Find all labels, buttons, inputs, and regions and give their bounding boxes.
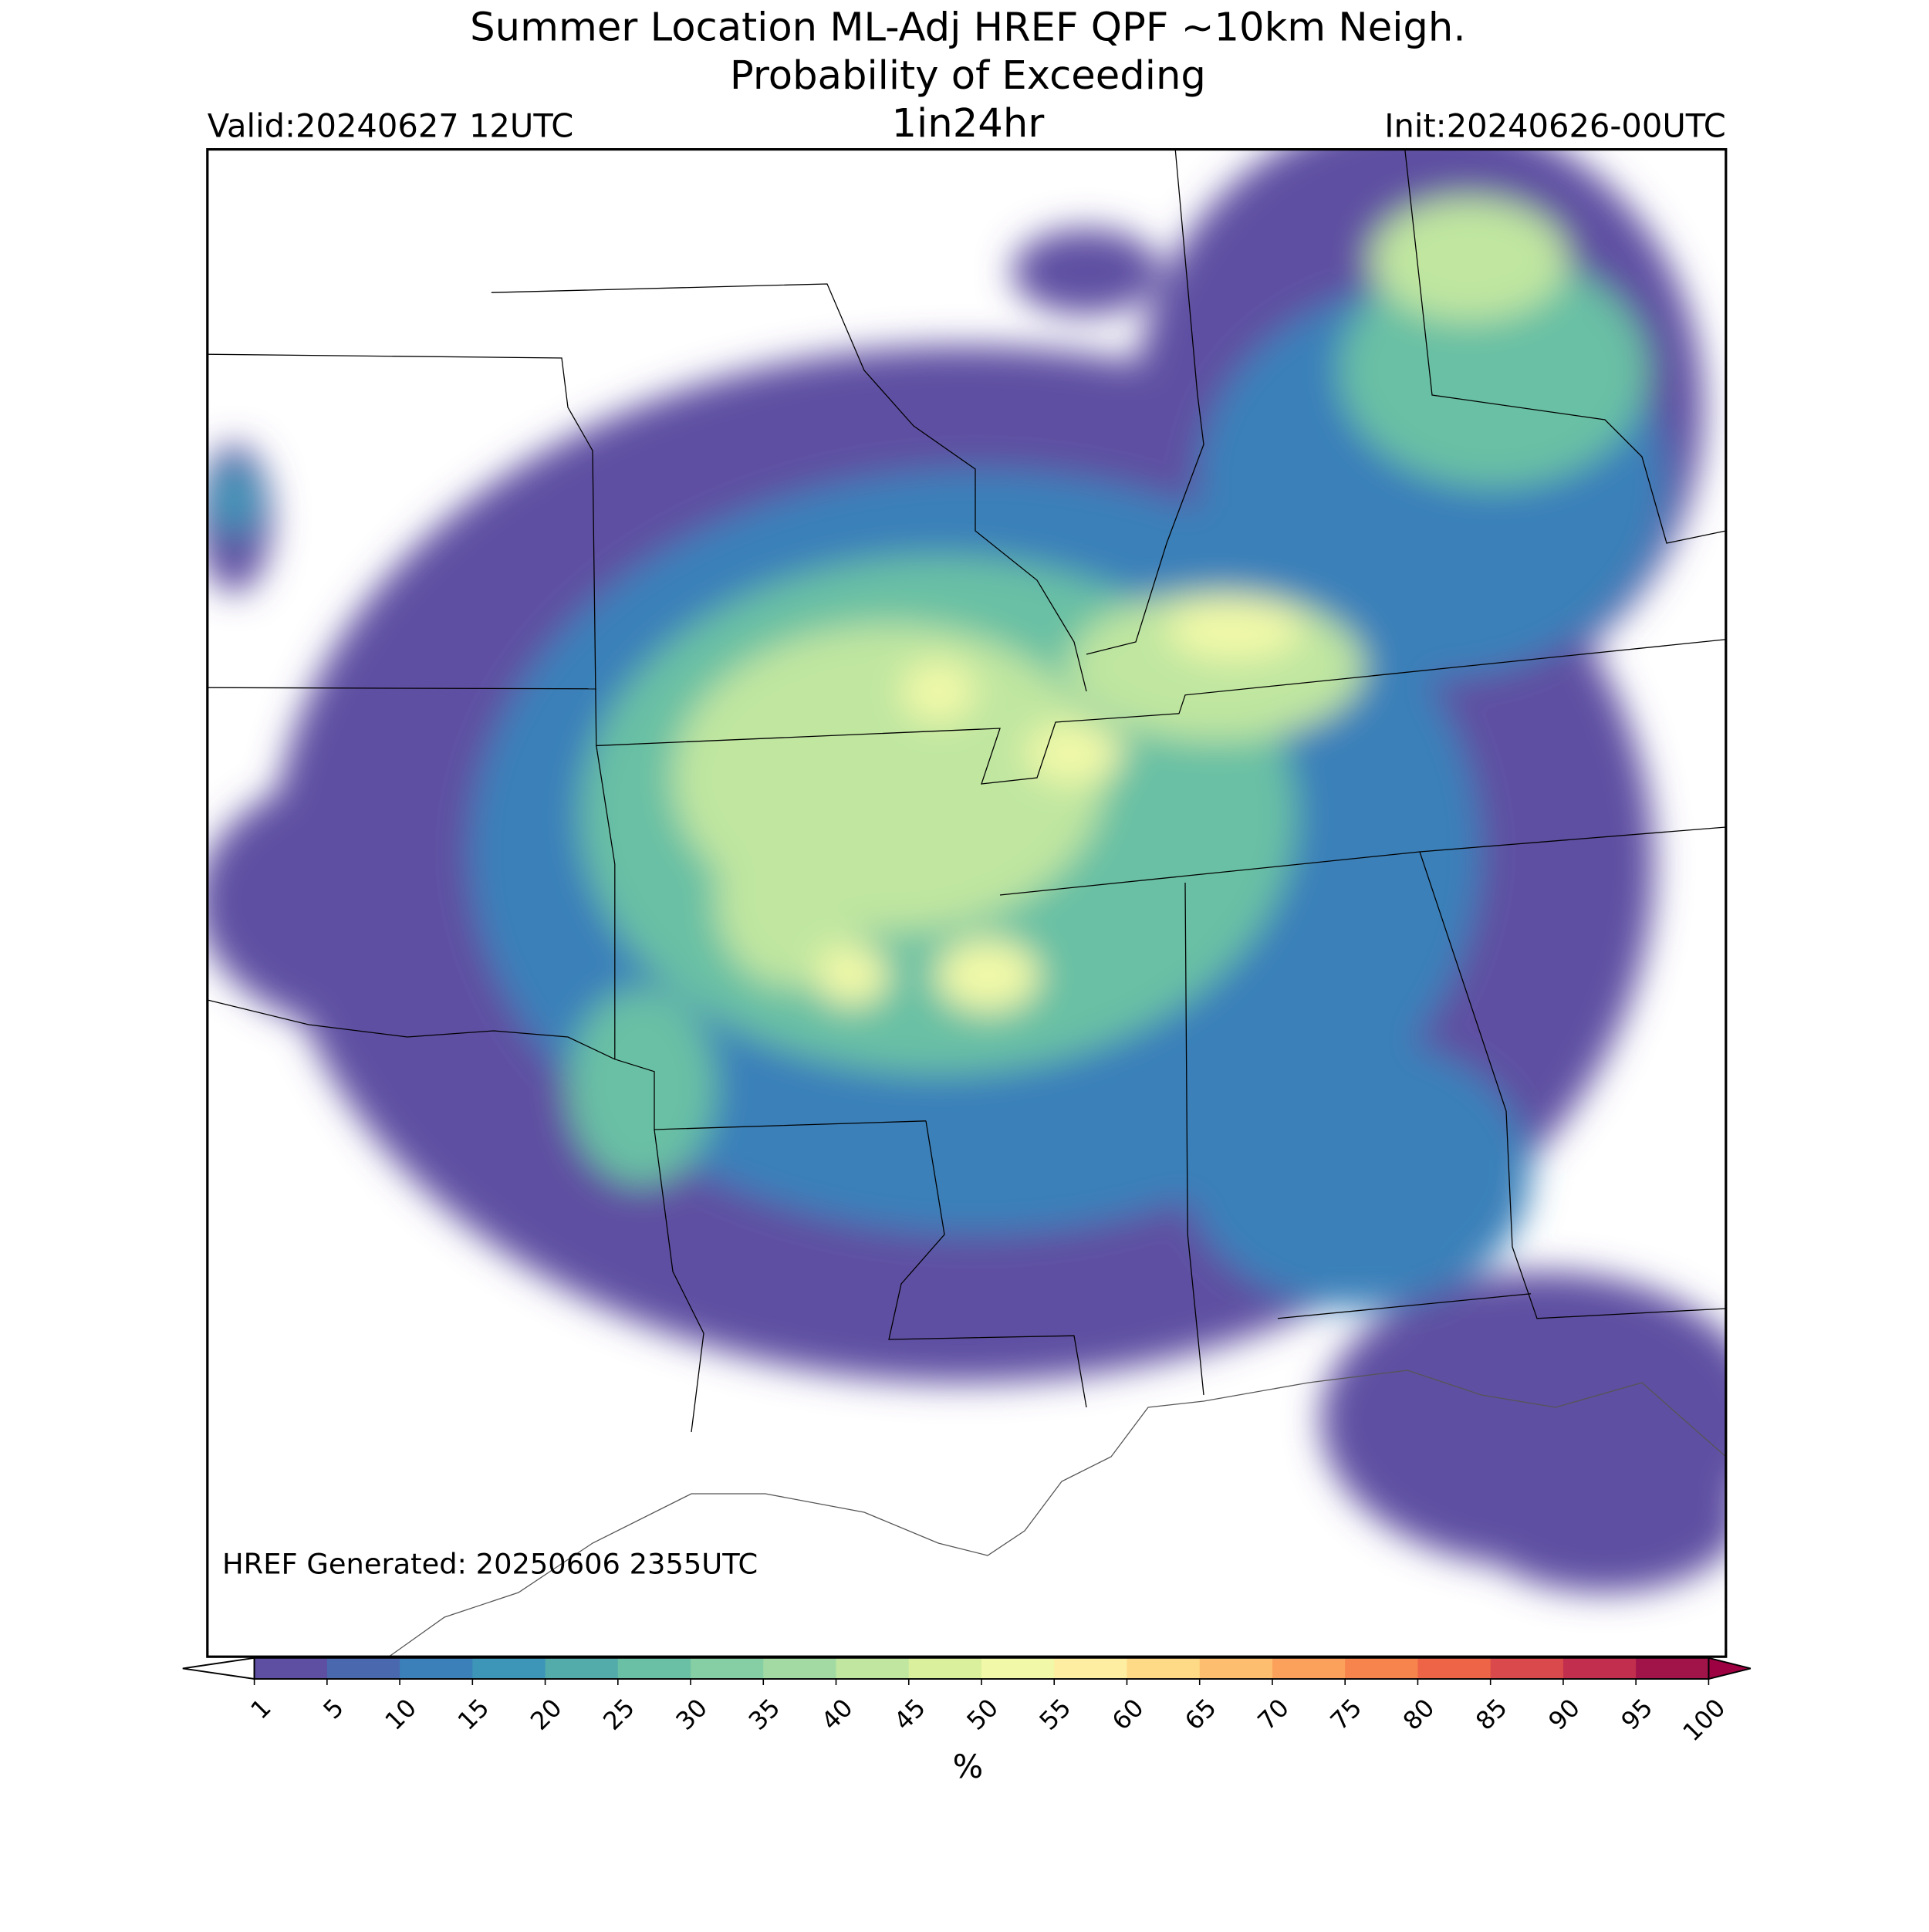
state-border (207, 353, 1726, 785)
colorbar-bin (400, 1657, 473, 1679)
valid-time: Valid:20240627 12UTC (208, 106, 574, 144)
state-border (1404, 149, 1726, 544)
colorbar-tick-label: 75 (1325, 1693, 1368, 1736)
colorbar-bin (472, 1657, 546, 1679)
colorbar-bin (908, 1657, 982, 1679)
colorbar: 1 5 10 15 20 25 30 35 40 45 50 55 60 65 70 75 80 85 90 95 10… (182, 1657, 1752, 1747)
colorbar-tick-label: 40 (816, 1693, 859, 1736)
map-frame (206, 148, 1728, 1658)
coastline (388, 1370, 1726, 1657)
state-border (1086, 149, 1204, 655)
colorbar-bin (254, 1657, 328, 1679)
probability-area (1167, 599, 1302, 660)
title-line: Probability of Exceeding (730, 52, 1206, 99)
colorbar-label: % (953, 1748, 984, 1785)
colorbar-tick-label: 35 (743, 1693, 786, 1736)
colorbar-tick-label: 90 (1542, 1693, 1586, 1736)
state-border (1277, 1293, 1532, 1319)
colorbar-tick-label: 65 (1179, 1693, 1222, 1736)
colorbar-tick-label: 50 (961, 1693, 1004, 1736)
field-layer (207, 149, 1726, 1593)
colorbar-tick-label: 45 (888, 1693, 931, 1736)
state-border (1184, 882, 1204, 1396)
colorbar-bin (1490, 1657, 1564, 1679)
colorbar-bin (981, 1657, 1055, 1679)
probability-area (1012, 228, 1160, 315)
colorbar-tick-label: 15 (452, 1693, 495, 1736)
init-time: Init:20240626-00UTC (1384, 106, 1726, 144)
probability-area (1339, 253, 1648, 488)
probability-field (207, 149, 1726, 1593)
colorbar-bin (1417, 1657, 1492, 1679)
probability-area (568, 988, 716, 1185)
probability-area (901, 660, 975, 722)
colorbar-tick-label: 60 (1106, 1693, 1150, 1736)
colorbar-bin (1199, 1657, 1273, 1679)
colorbar-tick-label: 55 (1034, 1693, 1077, 1736)
title-line: Summer Location ML-Adj HREF QPF ~10km Ne… (470, 4, 1465, 50)
probability-area (210, 463, 259, 537)
colorbar-bin (691, 1657, 764, 1679)
state-border (888, 1120, 1087, 1408)
state-border (207, 687, 596, 690)
colorbar-over (1708, 1657, 1752, 1680)
probability-area (935, 938, 1040, 1012)
state-border (596, 745, 927, 1130)
probability-area (1185, 1037, 1531, 1309)
colorbar-tick-label: 5 (318, 1693, 350, 1724)
period: 1in24hr (891, 100, 1045, 147)
probability-area (815, 944, 889, 1006)
colorbar-bin (1054, 1657, 1127, 1679)
colorbar-bin (617, 1657, 691, 1679)
colorbar-bin (1127, 1657, 1201, 1679)
colorbar-bin (1562, 1657, 1637, 1679)
colorbar-bin (836, 1657, 910, 1679)
probability-area (1025, 722, 1123, 784)
colorbar-tick-label: 10 (379, 1693, 422, 1736)
colorbar-bin (1272, 1657, 1346, 1679)
colorbar-tick-label: 95 (1616, 1693, 1659, 1736)
colorbar-bin (763, 1657, 836, 1679)
colorbar-tick-label: 70 (1252, 1693, 1295, 1736)
probability-area (1370, 198, 1568, 321)
colorbar-tick-label: 30 (670, 1693, 713, 1736)
probability-area (716, 815, 864, 988)
state-border (491, 283, 1087, 692)
colorbar-tick-label: 100 (1677, 1693, 1731, 1747)
generated-note: HREF Generated: 20250606 2355UTC (222, 1547, 758, 1580)
colorbar-tick-label: 1 (245, 1693, 276, 1724)
probability-area (1469, 1444, 1726, 1593)
colorbar-tick-label: 20 (525, 1693, 568, 1736)
boundaries (207, 149, 1726, 1657)
colorbar-bin (1636, 1657, 1709, 1679)
state-border (654, 1129, 704, 1433)
colorbar-tick-label: 80 (1397, 1693, 1441, 1736)
colorbar-under (182, 1657, 255, 1680)
state-border (207, 999, 616, 1060)
colorbar-tick-label: 85 (1470, 1693, 1513, 1736)
state-border (1419, 851, 1726, 1319)
colorbar-bin (545, 1657, 619, 1679)
colorbar-bin (326, 1657, 400, 1679)
colorbar-tick-label: 25 (597, 1693, 640, 1736)
colorbar-bin (1345, 1657, 1418, 1679)
